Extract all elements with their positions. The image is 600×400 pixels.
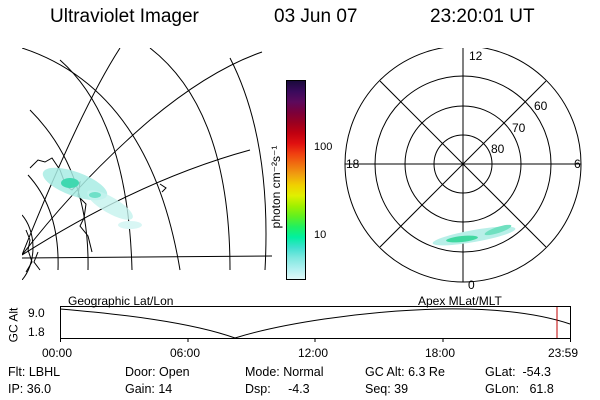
aurora-oval — [484, 224, 512, 236]
coastline — [159, 183, 167, 193]
filter-readout: Flt: LBHL — [8, 365, 61, 379]
altitude-timeline — [60, 306, 571, 342]
meridian-line — [22, 51, 263, 256]
colorbar-tick-100: 100 — [314, 141, 333, 153]
x-tick-label: 12:00 — [298, 346, 329, 360]
mlt-label-18: 18 — [346, 157, 360, 171]
meridian-line — [22, 48, 121, 256]
pole-circle — [22, 214, 34, 280]
timeline-left-title: Geographic Lat/Lon — [68, 294, 174, 308]
mlt-label-12: 12 — [469, 49, 483, 63]
colorbar-gradient — [287, 81, 305, 279]
x-tick-label: 00:00 — [42, 346, 73, 360]
colorbar-tick-10: 10 — [314, 229, 327, 241]
coastline — [25, 229, 33, 273]
gcalt-readout: GC Alt: 6.3 Re — [365, 365, 445, 379]
coastline — [33, 251, 41, 271]
time-label: 23:20:01 UT — [430, 6, 535, 27]
meridian-line — [22, 255, 272, 259]
aurora-patch — [89, 192, 101, 198]
aurora-patch — [118, 221, 142, 229]
timeline-frame — [60, 306, 571, 339]
polar-plot: 12 18 6 0 60 70 80 — [344, 48, 582, 290]
lat-arc — [59, 59, 133, 271]
glat-readout: GLat: -54.3 — [485, 365, 552, 379]
polar-spoke — [379, 80, 547, 248]
timeline-y-tick-low: 1.8 — [28, 325, 45, 339]
timeline-y-label: GC Alt — [6, 307, 21, 343]
dsp-readout: Dsp: -4.3 — [245, 382, 310, 396]
lat-arc — [229, 57, 267, 271]
aurora-patch — [87, 190, 133, 220]
lat-label-60: 60 — [534, 99, 548, 113]
mlt-label-0: 0 — [468, 278, 475, 290]
lat-label-70: 70 — [512, 121, 526, 135]
lat-arc — [149, 48, 231, 271]
aurora-patch — [61, 178, 79, 188]
mode-readout: Mode: Normal — [245, 365, 324, 379]
instrument-title: Ultraviolet Imager — [50, 6, 199, 27]
glon-readout: GLon: 61.8 — [485, 382, 554, 396]
lat-label-80: 80 — [491, 142, 505, 156]
x-tick-label: 06:00 — [170, 346, 201, 360]
lat-arc — [22, 48, 181, 271]
colorbar — [286, 80, 306, 280]
door-readout: Door: Open — [125, 365, 190, 379]
meridian-line — [22, 149, 251, 256]
seq-readout: Seq: 39 — [365, 382, 409, 396]
aurora-oval — [446, 235, 478, 243]
x-tick-label: 18:00 — [425, 346, 456, 360]
mlt-label-6: 6 — [574, 157, 581, 171]
timeline-y-tick-high: 9.0 — [28, 306, 45, 320]
date-label: 03 Jun 07 — [274, 6, 358, 27]
geographic-map — [22, 48, 272, 280]
colorbar-unit-label: photon cm⁻²s⁻¹ — [269, 145, 283, 229]
gain-readout: Gain: 14 — [125, 382, 173, 396]
altitude-curve — [60, 308, 571, 339]
timeline-right-title: Apex MLat/MLT — [418, 294, 502, 308]
ip-readout: IP: 36.0 — [8, 382, 52, 396]
x-tick-label: 23:59 — [548, 346, 579, 360]
